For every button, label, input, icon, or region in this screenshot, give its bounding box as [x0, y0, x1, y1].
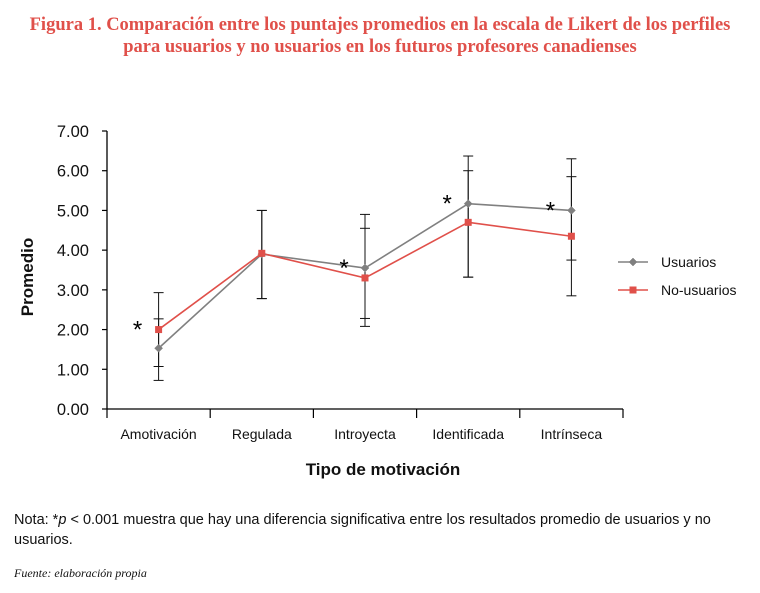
y-axis-ticks: 0.00 1.00 2.00 3.00 4.00 5.00 6.00 7.00 — [57, 123, 107, 419]
data-point-no-usuarios — [155, 326, 163, 334]
x-tick-label: Identificada — [432, 426, 504, 442]
data-point-no-usuarios — [464, 218, 472, 226]
significance-markers: * * * * — [133, 191, 555, 344]
y-tick-label: 0.00 — [57, 401, 89, 419]
data-point-usuarios — [154, 343, 163, 353]
legend: Usuarios No-usuarios — [618, 254, 736, 298]
significance-star: * — [133, 317, 142, 344]
series-markers — [154, 199, 576, 353]
footnote: Nota: *p < 0.001 muestra que hay una dif… — [14, 510, 754, 550]
footnote-p-symbol: p — [58, 512, 67, 528]
data-point-usuarios — [567, 206, 576, 215]
y-axis-label: Promedio — [18, 238, 37, 316]
y-tick-label: 7.00 — [57, 123, 89, 141]
y-tick-label: 3.00 — [57, 282, 89, 300]
y-tick-label: 1.00 — [57, 361, 89, 379]
significance-star: * — [546, 197, 555, 224]
legend-marker — [629, 286, 637, 294]
legend-label: Usuarios — [661, 254, 716, 270]
data-point-usuarios — [463, 199, 473, 209]
x-axis-label: Tipo de motivación — [306, 460, 461, 479]
chart-axes — [106, 131, 623, 410]
footnote-prefix: Nota: * — [14, 512, 59, 528]
x-tick-label: Introyecta — [334, 426, 396, 442]
data-point-no-usuarios — [258, 249, 266, 257]
x-tick-label: Amotivación — [120, 426, 196, 442]
y-tick-label: 2.00 — [57, 322, 89, 340]
data-point-no-usuarios — [567, 232, 575, 240]
significance-star: * — [339, 255, 348, 282]
figure-title: Figura 1. Comparación entre los puntajes… — [0, 14, 760, 58]
x-tick-label: Regulada — [232, 426, 292, 442]
x-tick-label: Intrínseca — [541, 426, 603, 442]
legend-label: No-usuarios — [661, 282, 736, 298]
legend-marker — [628, 257, 638, 267]
footnote-text: < 0.001 muestra que hay una diferencia s… — [14, 512, 711, 548]
figure-title-line-2: para usuarios y no usuarios en los futur… — [123, 37, 637, 57]
source-note: Fuente: elaboración propia — [14, 566, 147, 580]
figure-title-line-1: Figura 1. Comparación entre los puntajes… — [29, 15, 731, 35]
data-point-usuarios — [360, 263, 370, 273]
significance-star: * — [443, 191, 452, 218]
line-chart: 0.00 1.00 2.00 3.00 4.00 5.00 6.00 7.00 Amotiva… — [18, 123, 736, 479]
x-axis-ticks: Amotivación Regulada Introyecta Identificad… — [106, 409, 624, 442]
y-tick-label: 5.00 — [57, 202, 89, 220]
y-tick-label: 6.00 — [57, 163, 89, 181]
y-tick-label: 4.00 — [57, 242, 89, 260]
data-point-no-usuarios — [361, 274, 369, 282]
